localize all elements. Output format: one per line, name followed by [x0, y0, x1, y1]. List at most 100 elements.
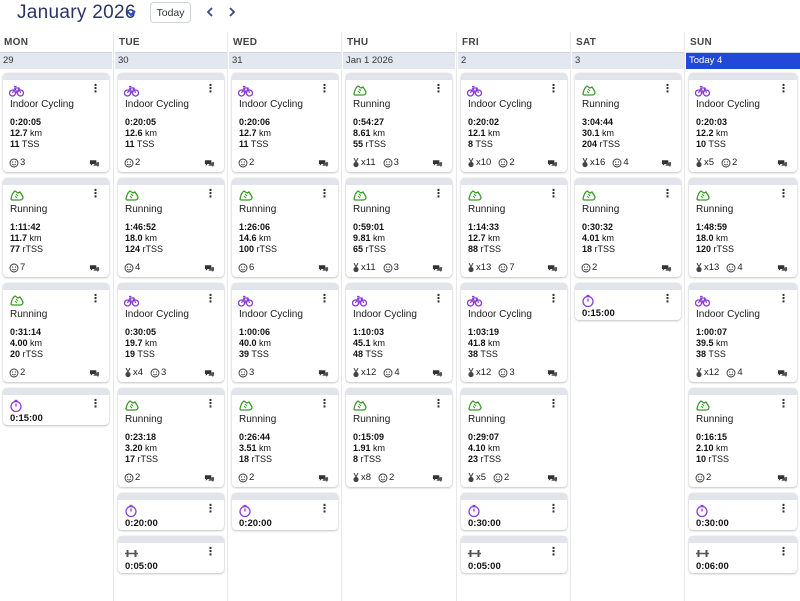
reaction-count[interactable]: 7	[9, 262, 25, 273]
reaction-count[interactable]: 7	[498, 262, 515, 273]
comment-icon[interactable]	[777, 159, 788, 168]
reaction-count[interactable]: 2	[378, 472, 394, 483]
reaction-count[interactable]: 2	[124, 157, 140, 168]
comment-icon[interactable]	[432, 159, 443, 168]
medal-count[interactable]: x4	[124, 367, 143, 378]
workout-card[interactable]: ⋮ Running 0:16:15 2.10 km 10 rTSS 2	[689, 388, 797, 487]
more-options-icon[interactable]: ⋮	[778, 503, 789, 515]
workout-card[interactable]: ⋮ Running 0:30:32 4.01 km 18 rTSS 2	[575, 178, 681, 277]
reaction-count[interactable]: 3	[498, 367, 515, 378]
medal-count[interactable]: x5	[695, 157, 714, 168]
workout-card[interactable]: ⋮ Indoor Cycling 1:10:03 45.1 km 48 TSS x12 4	[346, 283, 452, 382]
more-options-icon[interactable]: ⋮	[662, 293, 673, 305]
workout-card[interactable]: ⋮ Indoor Cycling 0:20:03 12.2 km 10 TSS x5 2	[689, 73, 797, 172]
reaction-count[interactable]: 2	[9, 367, 25, 378]
more-options-icon[interactable]: ⋮	[205, 188, 216, 200]
workout-card[interactable]: ⋮ Running 0:54:27 8.61 km 55 rTSS x11 3	[346, 73, 452, 172]
medal-count[interactable]: x11	[352, 157, 376, 168]
more-options-icon[interactable]: ⋮	[90, 293, 101, 305]
more-options-icon[interactable]: ⋮	[778, 546, 789, 558]
workout-card[interactable]: ⋮ Running 1:48:59 18.0 km 120 rTSS x13 4	[689, 178, 797, 277]
workout-card[interactable]: ⋮ Running 0:23:18 3.20 km 17 rTSS 2	[118, 388, 224, 487]
date-cell[interactable]: Jan 1 2026	[343, 52, 455, 69]
comment-icon[interactable]	[777, 474, 788, 483]
comment-icon[interactable]	[432, 369, 443, 378]
more-options-icon[interactable]: ⋮	[548, 83, 559, 95]
reaction-count[interactable]: 4	[612, 157, 629, 168]
comment-icon[interactable]	[89, 159, 100, 168]
more-options-icon[interactable]: ⋮	[433, 83, 444, 95]
medal-count[interactable]: x13	[467, 262, 491, 273]
workout-card[interactable]: ⋮ Indoor Cycling 0:20:05 12.6 km 11 TSS 2	[118, 73, 224, 172]
reaction-count[interactable]: 2	[493, 472, 509, 483]
workout-card[interactable]: ⋮ Running 1:26:06 14.6 km 100 rTSS 6	[232, 178, 338, 277]
more-options-icon[interactable]: ⋮	[548, 398, 559, 410]
workout-card[interactable]: ⋮ 0:30:00	[461, 493, 567, 530]
reaction-count[interactable]: 2	[581, 262, 597, 273]
comment-icon[interactable]	[318, 474, 329, 483]
date-cell[interactable]: 29	[0, 52, 112, 69]
more-options-icon[interactable]: ⋮	[662, 188, 673, 200]
workout-card[interactable]: ⋮ Running 0:31:14 4.00 km 20 rTSS 2	[3, 283, 109, 382]
comment-icon[interactable]	[547, 264, 558, 273]
date-cell[interactable]: 2	[458, 52, 570, 69]
comment-icon[interactable]	[661, 159, 672, 168]
medal-count[interactable]: x12	[467, 367, 491, 378]
workout-card[interactable]: ⋮ Indoor Cycling 0:30:05 19.7 km 19 TSS x4 3	[118, 283, 224, 382]
chevron-left-icon[interactable]	[204, 6, 216, 18]
medal-count[interactable]: x11	[352, 262, 376, 273]
comment-icon[interactable]	[89, 369, 100, 378]
workout-card[interactable]: ⋮ 0:20:00	[118, 493, 224, 530]
medal-count[interactable]: x12	[352, 367, 376, 378]
reaction-count[interactable]: 4	[383, 367, 400, 378]
workout-card[interactable]: ⋮ Indoor Cycling 1:03:19 41.8 km 38 TSS x12 3	[461, 283, 567, 382]
workout-card[interactable]: ⋮ 0:20:00	[232, 493, 338, 530]
workout-card[interactable]: ⋮ Indoor Cycling 1:00:06 40.0 km 39 TSS 3	[232, 283, 338, 382]
workout-card[interactable]: ⋮ Indoor Cycling 0:20:06 12.7 km 11 TSS 2	[232, 73, 338, 172]
workout-card[interactable]: ⋮ Indoor Cycling 1:00:07 39.5 km 38 TSS x12 4	[689, 283, 797, 382]
workout-card[interactable]: ⋮ Running 1:11:42 11.7 km 77 rTSS 7	[3, 178, 109, 277]
reaction-count[interactable]: 2	[721, 157, 737, 168]
reaction-count[interactable]: 4	[124, 262, 140, 273]
more-options-icon[interactable]: ⋮	[319, 293, 330, 305]
today-button[interactable]: Today	[150, 2, 191, 23]
chevron-down-icon[interactable]	[124, 6, 138, 20]
comment-icon[interactable]	[432, 264, 443, 273]
comment-icon[interactable]	[432, 474, 443, 483]
reaction-count[interactable]: 4	[726, 367, 743, 378]
more-options-icon[interactable]: ⋮	[433, 398, 444, 410]
reaction-count[interactable]: 2	[238, 472, 254, 483]
workout-card[interactable]: ⋮ 0:15:00	[3, 388, 109, 425]
date-cell[interactable]: 30	[115, 52, 227, 69]
medal-count[interactable]: x16	[581, 157, 605, 168]
comment-icon[interactable]	[89, 264, 100, 273]
workout-card[interactable]: ⋮ 0:15:00	[575, 283, 681, 320]
comment-icon[interactable]	[318, 264, 329, 273]
reaction-count[interactable]: 3	[150, 367, 166, 378]
medal-count[interactable]: x10	[467, 157, 491, 168]
more-options-icon[interactable]: ⋮	[778, 188, 789, 200]
more-options-icon[interactable]: ⋮	[205, 546, 216, 558]
comment-icon[interactable]	[777, 369, 788, 378]
workout-card[interactable]: ⋮ Indoor Cycling 0:20:05 12.7 km 11 TSS 3	[3, 73, 109, 172]
reaction-count[interactable]: 3	[383, 157, 399, 168]
more-options-icon[interactable]: ⋮	[778, 293, 789, 305]
more-options-icon[interactable]: ⋮	[90, 83, 101, 95]
date-cell[interactable]: 31	[229, 52, 341, 69]
medal-count[interactable]: x13	[695, 262, 719, 273]
workout-card[interactable]: ⋮ Running 0:29:07 4.10 km 23 rTSS x5 2	[461, 388, 567, 487]
comment-icon[interactable]	[547, 159, 558, 168]
chevron-right-icon[interactable]	[226, 6, 238, 18]
more-options-icon[interactable]: ⋮	[205, 503, 216, 515]
reaction-count[interactable]: 3	[238, 367, 254, 378]
workout-card[interactable]: ⋮ Running 1:14:33 12.7 km 88 rTSS x13 7	[461, 178, 567, 277]
more-options-icon[interactable]: ⋮	[319, 188, 330, 200]
workout-card[interactable]: ⋮ 0:06:00	[689, 536, 797, 573]
comment-icon[interactable]	[204, 264, 215, 273]
more-options-icon[interactable]: ⋮	[548, 293, 559, 305]
comment-icon[interactable]	[204, 474, 215, 483]
more-options-icon[interactable]: ⋮	[319, 83, 330, 95]
workout-card[interactable]: ⋮ Running 0:15:09 1.91 km 8 rTSS x8 2	[346, 388, 452, 487]
comment-icon[interactable]	[204, 159, 215, 168]
comment-icon[interactable]	[204, 369, 215, 378]
